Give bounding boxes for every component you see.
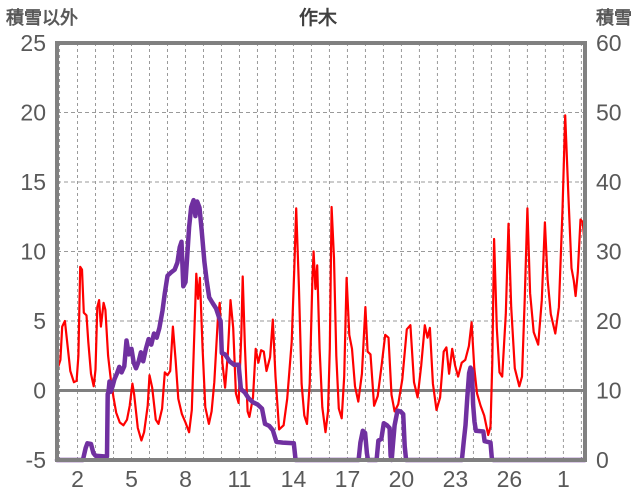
right-tick-label: 0 <box>596 447 609 473</box>
left-tick-label: 15 <box>20 169 46 195</box>
left-tick-label: -5 <box>26 447 46 473</box>
x-tick-label: 17 <box>335 466 361 492</box>
chart-title: 作木 <box>298 8 337 29</box>
x-tick-label: 2 <box>71 466 84 492</box>
x-tick-label: 5 <box>125 466 138 492</box>
x-tick-label: 1 <box>557 466 570 492</box>
left-tick-label: 20 <box>20 100 46 126</box>
left-tick-label: 0 <box>33 378 46 404</box>
right-tick-label: 40 <box>596 169 622 195</box>
snow-depth-line <box>54 197 588 463</box>
right-tick-label: 20 <box>596 308 622 334</box>
right-tick-label: 50 <box>596 100 622 126</box>
right-tick-label: 30 <box>596 239 622 265</box>
x-tick-label: 26 <box>497 466 523 492</box>
left-tick-label: 5 <box>33 308 46 334</box>
x-tick-label: 23 <box>443 466 469 492</box>
x-tick-label: 8 <box>179 466 192 492</box>
x-tick-label: 20 <box>389 466 415 492</box>
right-tick-label: 10 <box>596 378 622 404</box>
left-tick-label: 25 <box>20 30 46 56</box>
right-tick-label: 60 <box>596 30 622 56</box>
x-tick-label: 11 <box>228 466 252 492</box>
plot-frame <box>55 41 587 462</box>
left-axis-title: 積雪以外 <box>6 8 78 28</box>
x-tick-label: 14 <box>281 466 307 492</box>
left-tick-label: 10 <box>20 239 46 265</box>
right-axis-title: 積雪 <box>596 8 632 28</box>
temperature-line <box>55 114 586 442</box>
